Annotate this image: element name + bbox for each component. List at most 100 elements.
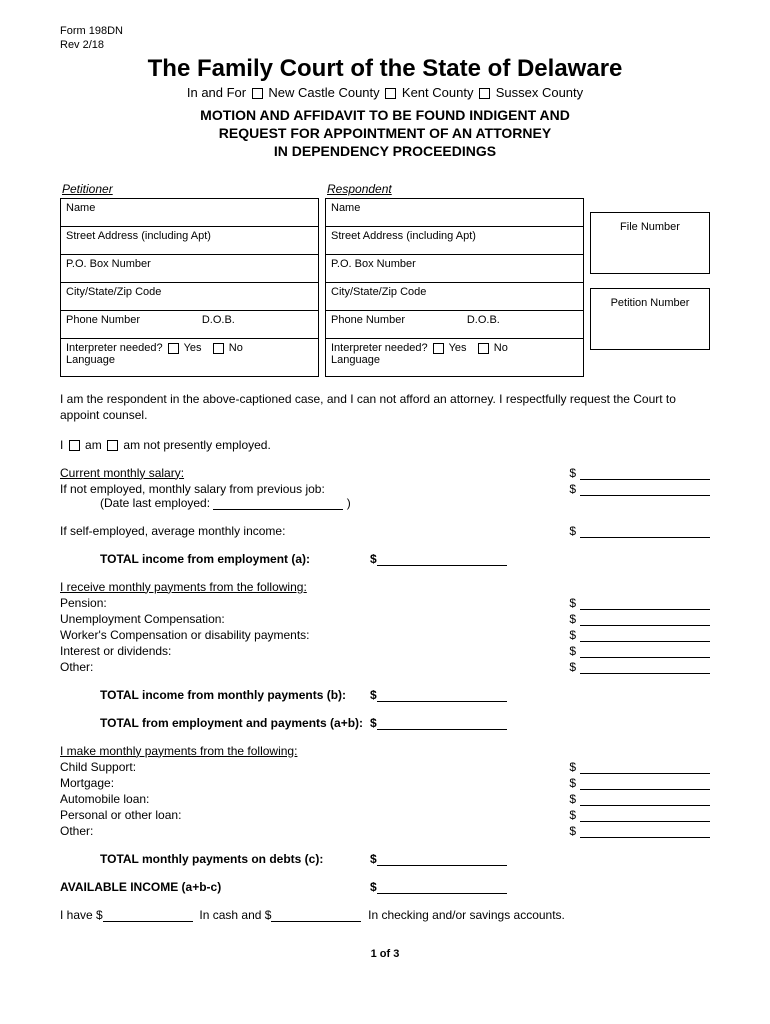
dollar-icon: $ — [370, 852, 377, 866]
interest-row: Interest or dividends: $ — [60, 644, 710, 658]
respondent-interp-no-checkbox[interactable] — [478, 343, 489, 354]
dollar-icon: $ — [569, 482, 576, 496]
interp-q-p: Interpreter needed? — [66, 342, 163, 354]
side-spacer — [590, 182, 710, 198]
petition-number-box[interactable]: Petition Number — [590, 288, 710, 350]
cash-prefix: I have $ — [60, 908, 103, 922]
dollar-icon: $ — [569, 808, 576, 822]
respondent-dob-label: D.O.B. — [467, 314, 500, 328]
unemp-label: Unemployment Compensation: — [60, 612, 569, 626]
unemp-input[interactable] — [580, 614, 710, 626]
motion-title: MOTION AND AFFIDAVIT TO BE FOUND INDIGEN… — [60, 106, 710, 161]
party-grid: Petitioner Name Street Address (includin… — [60, 182, 710, 377]
prev-salary-input[interactable] — [580, 484, 710, 496]
petitioner-name[interactable]: Name — [61, 199, 318, 227]
total-a-label: TOTAL income from employment (a): — [60, 552, 370, 566]
cash-suffix: In checking and/or savings accounts. — [368, 908, 565, 922]
interest-input[interactable] — [580, 646, 710, 658]
self-emp-input[interactable] — [580, 526, 710, 538]
auto-input[interactable] — [580, 794, 710, 806]
petitioner-column: Petitioner Name Street Address (includin… — [60, 182, 319, 377]
respondent-phone-label: Phone Number — [331, 314, 467, 328]
personal-input[interactable] — [580, 810, 710, 822]
dollar-icon: $ — [370, 688, 377, 702]
petitioner-phone-dob[interactable]: Phone Number D.O.B. — [61, 311, 318, 339]
petitioner-dob-label: D.O.B. — [202, 314, 235, 328]
employ-am: am — [85, 438, 102, 452]
respondent-interp-yes-checkbox[interactable] — [433, 343, 444, 354]
dollar-icon: $ — [569, 824, 576, 838]
checking-amount-input[interactable] — [271, 910, 361, 922]
county-line: In and For New Castle County Kent County… — [60, 85, 710, 100]
current-salary-input[interactable] — [580, 468, 710, 480]
pension-input[interactable] — [580, 598, 710, 610]
date-last-close: ) — [347, 496, 351, 510]
total-c-input[interactable] — [377, 854, 507, 866]
dollar-icon: $ — [569, 660, 576, 674]
child-input[interactable] — [580, 762, 710, 774]
date-last-input[interactable] — [213, 498, 343, 510]
petitioner-street[interactable]: Street Address (including Apt) — [61, 227, 318, 255]
other-debt-input[interactable] — [580, 826, 710, 838]
total-c-label: TOTAL monthly payments on debts (c): — [60, 852, 370, 866]
case-numbers-column: File Number Petition Number — [590, 182, 710, 377]
county-sussex: Sussex County — [496, 85, 583, 100]
cash-amount-input[interactable] — [103, 910, 193, 922]
interest-label: Interest or dividends: — [60, 644, 569, 658]
child-label: Child Support: — [60, 760, 569, 774]
respondent-name[interactable]: Name — [326, 199, 583, 227]
county-prefix: In and For — [187, 85, 246, 100]
personal-loan-row: Personal or other loan: $ — [60, 808, 710, 822]
available-input[interactable] — [377, 882, 507, 894]
petition-number-label: Petition Number — [611, 297, 690, 309]
self-emp-label: If self-employed, average monthly income… — [60, 524, 569, 538]
total-c-row: TOTAL monthly payments on debts (c): $ — [60, 852, 710, 866]
new-castle-checkbox[interactable] — [252, 88, 263, 99]
cash-mid: In cash and $ — [199, 908, 271, 922]
dollar-icon: $ — [569, 644, 576, 658]
interp-yes-p: Yes — [184, 342, 202, 354]
total-b-label: TOTAL income from monthly payments (b): — [60, 688, 370, 702]
petitioner-heading: Petitioner — [60, 182, 319, 196]
respondent-street[interactable]: Street Address (including Apt) — [326, 227, 583, 255]
kent-checkbox[interactable] — [385, 88, 396, 99]
am-employed-checkbox[interactable] — [69, 440, 80, 451]
respondent-csz[interactable]: City/State/Zip Code — [326, 283, 583, 311]
am-not-employed-checkbox[interactable] — [107, 440, 118, 451]
petitioner-phone-label: Phone Number — [66, 314, 202, 328]
page-title: The Family Court of the State of Delawar… — [60, 55, 710, 83]
petitioner-pobox[interactable]: P.O. Box Number — [61, 255, 318, 283]
available-income-row: AVAILABLE INCOME (a+b-c) $ — [60, 880, 710, 894]
petitioner-interp-yes-checkbox[interactable] — [168, 343, 179, 354]
auto-label: Automobile loan: — [60, 792, 569, 806]
petitioner-interp-no-checkbox[interactable] — [213, 343, 224, 354]
mortgage-row: Mortgage: $ — [60, 776, 710, 790]
dollar-icon: $ — [370, 716, 377, 730]
personal-label: Personal or other loan: — [60, 808, 569, 822]
dollar-icon: $ — [569, 776, 576, 790]
date-last-employed-row: (Date last employed: ) — [60, 496, 710, 510]
file-number-label: File Number — [620, 221, 680, 233]
form-id-block: Form 198DN Rev 2/18 — [60, 24, 710, 53]
respondent-heading: Respondent — [325, 182, 584, 196]
interp-yes-r: Yes — [449, 342, 467, 354]
respondent-pobox[interactable]: P.O. Box Number — [326, 255, 583, 283]
petitioner-csz[interactable]: City/State/Zip Code — [61, 283, 318, 311]
other-income-input[interactable] — [580, 662, 710, 674]
total-ab-input[interactable] — [377, 718, 507, 730]
total-a-row: TOTAL income from employment (a): $ — [60, 552, 710, 566]
sussex-checkbox[interactable] — [479, 88, 490, 99]
respondent-phone-dob[interactable]: Phone Number D.O.B. — [326, 311, 583, 339]
employ-prefix: I — [60, 438, 63, 452]
dollar-icon: $ — [569, 792, 576, 806]
mortgage-input[interactable] — [580, 778, 710, 790]
total-a-input[interactable] — [377, 554, 507, 566]
county-nc: New Castle County — [268, 85, 379, 100]
county-kent: Kent County — [402, 85, 474, 100]
file-number-box[interactable]: File Number — [590, 212, 710, 274]
prev-salary-label: If not employed, monthly salary from pre… — [60, 482, 569, 496]
child-support-row: Child Support: $ — [60, 760, 710, 774]
workers-input[interactable] — [580, 630, 710, 642]
interp-no-r: No — [494, 342, 508, 354]
total-b-input[interactable] — [377, 690, 507, 702]
